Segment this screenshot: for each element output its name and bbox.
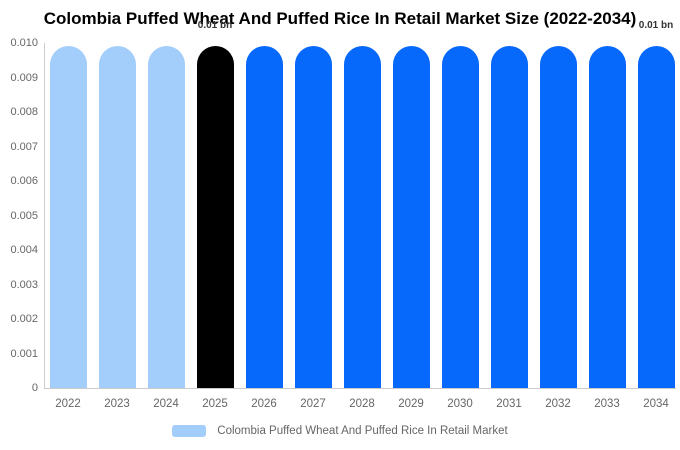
bar-2033[interactable] xyxy=(588,46,626,388)
bar-2034[interactable] xyxy=(637,46,675,388)
y-tick-label: 0.003 xyxy=(10,278,38,291)
bar-2027[interactable] xyxy=(294,46,332,388)
x-tick-label-2024: 2024 xyxy=(153,398,179,410)
x-tick-label-2031: 2031 xyxy=(496,398,522,410)
x-tick-label-2029: 2029 xyxy=(398,398,424,410)
y-tick-label: 0 xyxy=(31,382,38,394)
bar-2025[interactable] xyxy=(196,46,234,388)
x-tick-label-2022: 2022 xyxy=(55,398,81,410)
bar-2030[interactable] xyxy=(441,46,479,388)
y-tick-label: 0.010 xyxy=(10,37,38,49)
bar-2031[interactable] xyxy=(490,46,528,388)
bar-2026[interactable] xyxy=(245,46,283,388)
y-tick-label: 0.005 xyxy=(10,209,38,222)
y-tick-label: 0.004 xyxy=(10,244,38,256)
x-tick-label-2023: 2023 xyxy=(104,398,130,410)
x-tick-label-2034: 2034 xyxy=(643,398,669,410)
x-tick-label-2026: 2026 xyxy=(251,398,277,410)
bar-2028[interactable] xyxy=(343,46,381,388)
chart-title: Colombia Puffed Wheat And Puffed Rice In… xyxy=(43,9,637,28)
bar-2024[interactable] xyxy=(147,46,185,388)
x-tick-label-2027: 2027 xyxy=(300,398,326,410)
data-label-2025: 0.01 bn xyxy=(197,20,233,31)
legend-swatch xyxy=(172,425,207,437)
y-tick-label: 0.002 xyxy=(10,313,38,325)
x-tick-label-2033: 2033 xyxy=(594,398,620,410)
bar-2022[interactable] xyxy=(49,46,87,388)
y-tick-label: 0.001 xyxy=(10,347,38,360)
y-tick-label: 0.009 xyxy=(10,71,38,84)
legend[interactable]: Colombia Puffed Wheat And Puffed Rice In… xyxy=(0,425,680,437)
x-axis-line xyxy=(44,388,676,389)
x-tick-label-2032: 2032 xyxy=(545,398,571,410)
y-tick-label: 0.006 xyxy=(10,175,38,187)
bar-2032[interactable] xyxy=(539,46,577,388)
y-axis-line xyxy=(44,43,45,388)
bar-2023[interactable] xyxy=(98,46,136,388)
x-tick-label-2025: 2025 xyxy=(202,398,228,410)
y-tick-label: 0.008 xyxy=(10,106,38,118)
legend-label: Colombia Puffed Wheat And Puffed Rice In… xyxy=(217,425,508,437)
y-tick-label: 0.007 xyxy=(10,140,38,153)
bar-2029[interactable] xyxy=(392,46,430,388)
x-tick-label-2028: 2028 xyxy=(349,398,375,410)
x-tick-label-2030: 2030 xyxy=(447,398,473,410)
data-label-2034: 0.01 bn xyxy=(638,20,674,31)
